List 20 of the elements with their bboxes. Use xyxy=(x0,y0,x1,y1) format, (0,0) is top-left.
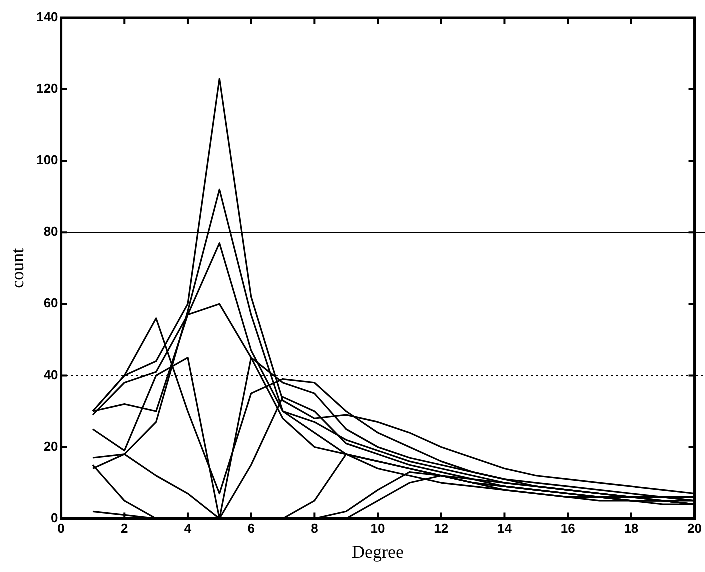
x-tick-label: 20 xyxy=(688,521,702,536)
y-tick-label: 40 xyxy=(44,367,58,382)
y-tick-label: 80 xyxy=(44,224,58,240)
x-tick-label: 18 xyxy=(624,521,639,536)
y-tick-label: 0 xyxy=(51,510,58,526)
x-tick-label: 10 xyxy=(370,521,386,536)
x-tick-label: 6 xyxy=(248,521,255,536)
y-tick-label: 60 xyxy=(44,296,58,311)
x-tick-label: 14 xyxy=(497,521,513,536)
x-tick-label: 2 xyxy=(121,521,128,536)
x-tick-label: 4 xyxy=(184,521,192,536)
y-axis-title: count xyxy=(8,248,28,288)
y-tick-label: 140 xyxy=(36,10,58,25)
y-tick-label: 20 xyxy=(44,438,58,454)
y-tick-label: 120 xyxy=(36,81,58,96)
x-axis-title: Degree xyxy=(352,542,404,562)
y-tick-label: 100 xyxy=(36,152,58,168)
x-tick-label: 12 xyxy=(434,521,449,536)
x-tick-label: 16 xyxy=(560,521,576,536)
x-tick-label: 8 xyxy=(311,521,318,536)
